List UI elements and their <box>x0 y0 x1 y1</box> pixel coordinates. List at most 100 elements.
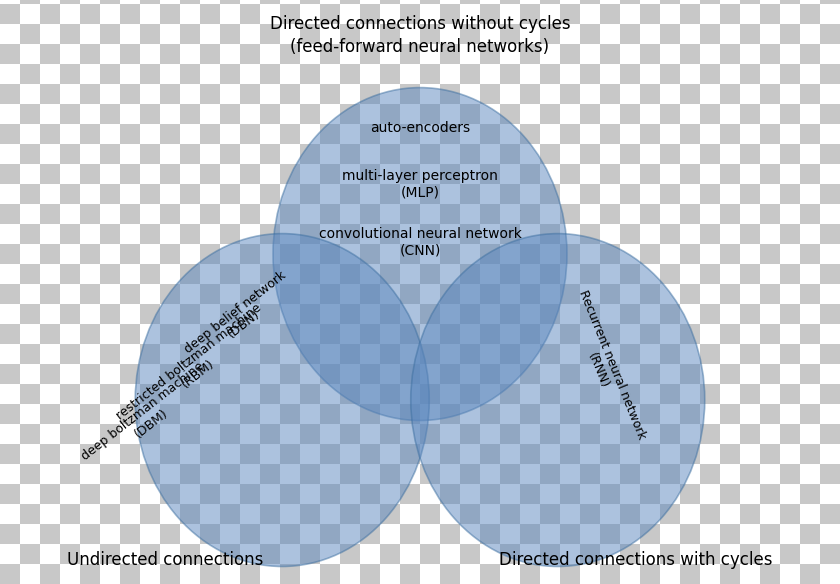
Bar <box>220 384 240 404</box>
Bar <box>200 24 220 44</box>
Bar <box>460 404 480 424</box>
Bar <box>480 444 500 464</box>
Bar <box>120 44 140 64</box>
Bar <box>800 204 820 224</box>
Bar <box>60 84 80 104</box>
Bar <box>380 504 400 524</box>
Bar <box>260 4 280 24</box>
Bar <box>760 84 780 104</box>
Bar <box>480 204 500 224</box>
Bar <box>540 344 560 364</box>
Bar <box>160 564 180 584</box>
Bar <box>160 204 180 224</box>
Bar <box>160 524 180 544</box>
Bar <box>700 144 720 164</box>
Bar <box>580 264 600 284</box>
Bar <box>440 364 460 384</box>
Bar <box>80 404 100 424</box>
Bar <box>360 164 380 184</box>
Bar <box>660 244 680 264</box>
Bar <box>80 44 100 64</box>
Bar <box>560 184 580 204</box>
Bar <box>540 44 560 64</box>
Bar <box>660 4 680 24</box>
Bar <box>160 484 180 504</box>
Bar <box>680 464 700 484</box>
Bar <box>660 204 680 224</box>
Bar <box>160 44 180 64</box>
Bar <box>820 304 840 324</box>
Bar <box>540 204 560 224</box>
Bar <box>0 284 20 304</box>
Bar <box>480 464 500 484</box>
Bar <box>540 504 560 524</box>
Bar <box>20 304 40 324</box>
Bar <box>440 24 460 44</box>
Bar <box>240 504 260 524</box>
Bar <box>780 164 800 184</box>
Bar <box>60 144 80 164</box>
Bar <box>340 384 360 404</box>
Bar <box>240 124 260 144</box>
Bar <box>720 84 740 104</box>
Bar <box>560 104 580 124</box>
Bar <box>420 0 440 4</box>
Bar <box>440 264 460 284</box>
Bar <box>440 384 460 404</box>
Bar <box>500 84 520 104</box>
Bar <box>560 144 580 164</box>
Bar <box>300 244 320 264</box>
Bar <box>760 64 780 84</box>
Bar <box>720 464 740 484</box>
Bar <box>380 264 400 284</box>
Bar <box>700 284 720 304</box>
Bar <box>620 404 640 424</box>
Bar <box>360 224 380 244</box>
Bar <box>100 324 120 344</box>
Bar <box>20 24 40 44</box>
Bar <box>120 184 140 204</box>
Bar <box>380 204 400 224</box>
Bar <box>820 224 840 244</box>
Bar <box>640 544 660 564</box>
Bar <box>680 444 700 464</box>
Bar <box>420 44 440 64</box>
Bar <box>700 344 720 364</box>
Bar <box>460 324 480 344</box>
Bar <box>640 24 660 44</box>
Bar <box>100 544 120 564</box>
Bar <box>680 524 700 544</box>
Bar <box>260 124 280 144</box>
Bar <box>780 484 800 504</box>
Bar <box>780 24 800 44</box>
Bar <box>480 44 500 64</box>
Bar <box>500 264 520 284</box>
Bar <box>60 384 80 404</box>
Bar <box>80 564 100 584</box>
Bar <box>420 184 440 204</box>
Bar <box>820 64 840 84</box>
Bar <box>520 304 540 324</box>
Bar <box>460 244 480 264</box>
Bar <box>740 24 760 44</box>
Bar <box>200 284 220 304</box>
Bar <box>300 324 320 344</box>
Bar <box>220 224 240 244</box>
Bar <box>100 404 120 424</box>
Bar <box>320 524 340 544</box>
Bar <box>260 44 280 64</box>
Bar <box>340 284 360 304</box>
Bar <box>400 4 420 24</box>
Bar <box>320 404 340 424</box>
Bar <box>580 304 600 324</box>
Bar <box>80 84 100 104</box>
Bar <box>500 144 520 164</box>
Bar <box>800 504 820 524</box>
Bar <box>420 264 440 284</box>
Bar <box>580 484 600 504</box>
Bar <box>180 124 200 144</box>
Bar <box>800 564 820 584</box>
Bar <box>640 564 660 584</box>
Bar <box>640 524 660 544</box>
Bar <box>580 324 600 344</box>
